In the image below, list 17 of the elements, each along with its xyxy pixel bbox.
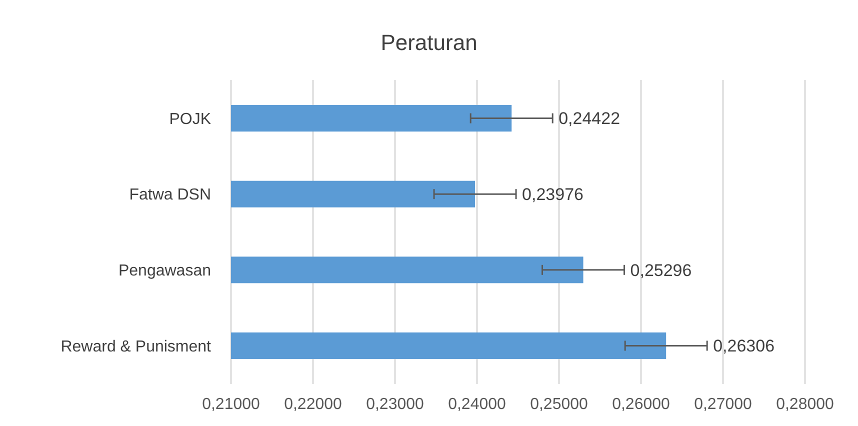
y-tick-label: Pengawasan <box>118 262 211 280</box>
x-tick-label: 0,24000 <box>448 396 506 413</box>
x-tick-label: 0,23000 <box>366 396 424 413</box>
chart-title: Peraturan <box>380 30 478 55</box>
x-tick-label: 0,25000 <box>530 396 588 413</box>
data-label: 0,25296 <box>630 260 692 280</box>
y-tick-label: Fatwa DSN <box>129 186 211 204</box>
data-label: 0,23976 <box>522 185 584 204</box>
y-tick-label: POJK <box>169 110 212 128</box>
x-tick-label: 0,26000 <box>612 396 670 413</box>
data-label: 0,26306 <box>713 336 775 356</box>
data-label: 0,24422 <box>558 109 620 128</box>
x-tick-label: 0,22000 <box>284 396 342 413</box>
y-tick-label: Reward & Punisment <box>60 338 212 356</box>
x-tick-label: 0,28000 <box>776 396 834 413</box>
x-tick-label: 0,21000 <box>202 396 260 413</box>
x-tick-label: 0,27000 <box>694 396 752 413</box>
